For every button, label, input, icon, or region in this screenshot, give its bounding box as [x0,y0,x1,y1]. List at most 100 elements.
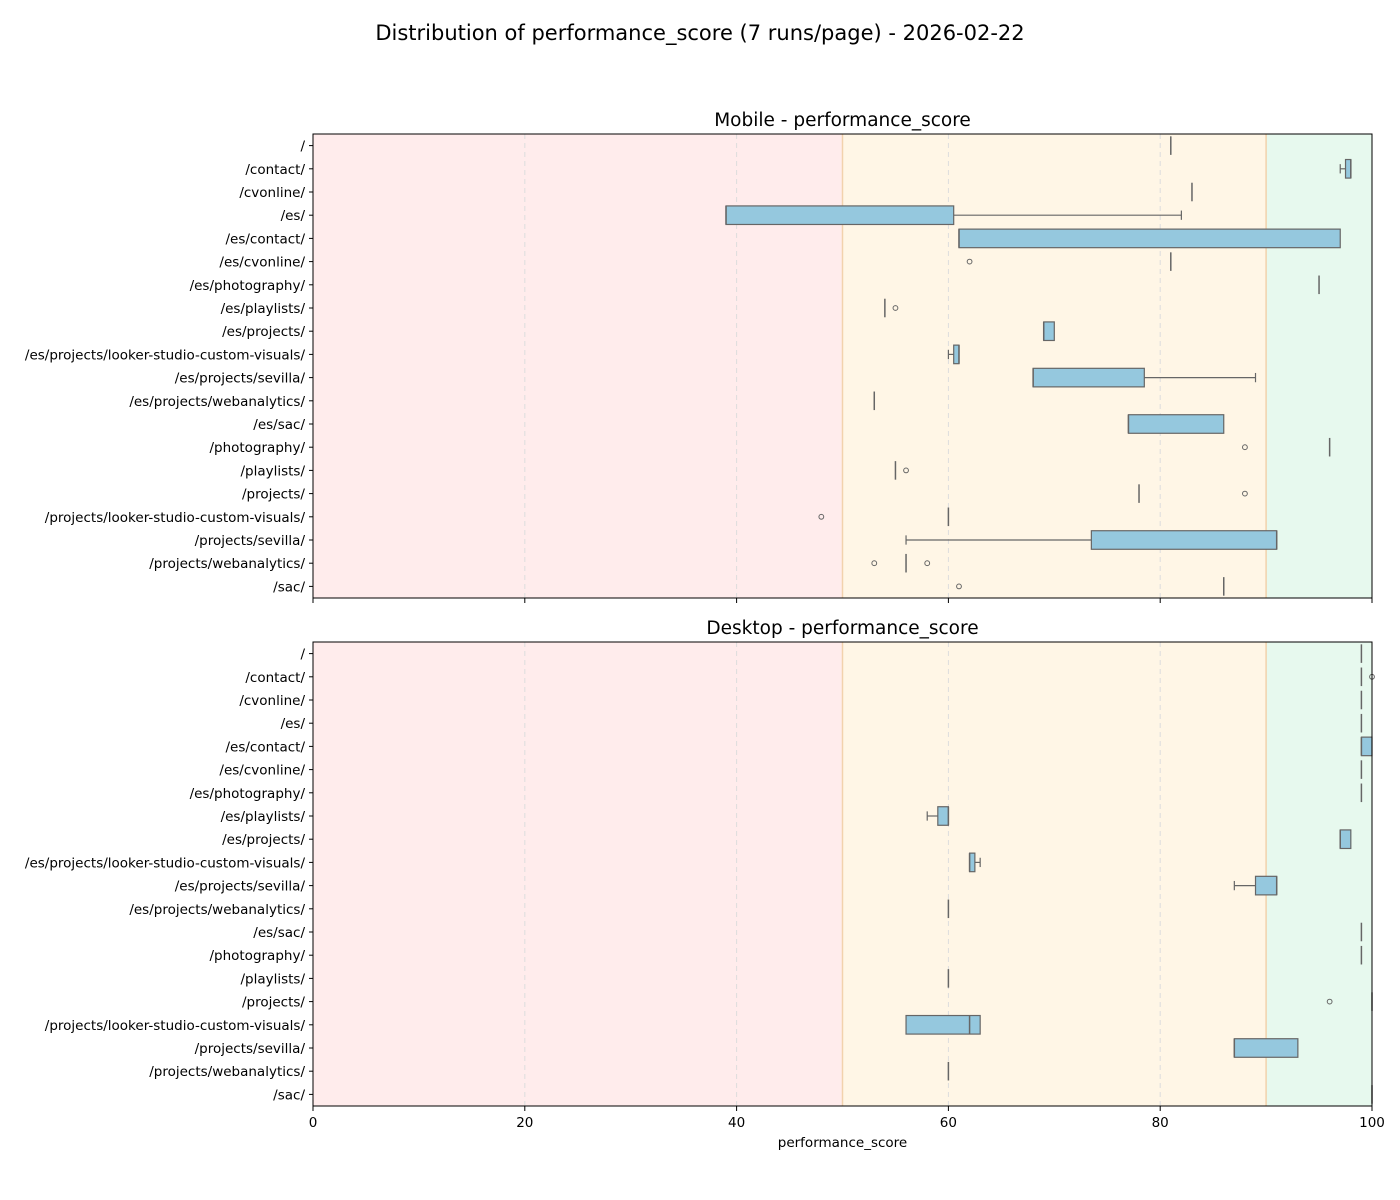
mobile-panel: / /contact/ /cvonline/ /es/ /es/contact/ /es/… [25,110,1373,603]
y-tick-label: /sac/ [273,579,305,595]
box-4 [1360,736,1373,757]
score-band [313,642,843,1106]
box-3 [725,205,1182,226]
outlier-point [1326,998,1333,1005]
iqr-box [1090,530,1278,550]
x-tick-label: 100 [1359,1115,1385,1131]
outlier-point [903,467,909,474]
y-tick-label: /es/projects/webanalytics/ [129,394,305,410]
y-tick-label: /es/projects/looker-studio-custom-visual… [25,347,306,363]
y-tick-label: /es/playlists/ [221,301,306,317]
box-17 [1233,1038,1299,1058]
iqr-box [1032,367,1145,388]
y-tick-label: /es/projects/ [222,324,305,340]
y-tick-label: /cvonline/ [239,185,305,201]
score-band [842,642,1267,1106]
box-1 [1339,158,1352,179]
iqr-box [968,852,976,873]
y-tick-label: /projects/looker-studio-custom-visuals/ [45,510,306,526]
score-band [1266,642,1372,1106]
iqr-box [725,205,955,226]
subplot-title: Desktop - performance_score [706,618,978,639]
y-tick-label: /es/projects/webanalytics/ [129,902,305,918]
iqr-box [958,228,1341,249]
iqr-box [953,344,960,365]
y-tick-label: /es/contact/ [225,231,305,247]
box-9 [968,852,981,873]
y-tick-label: /projects/ [242,487,305,503]
iqr-box [1043,321,1055,342]
x-tick-label: 0 [309,1115,318,1131]
y-tick-label: /photography/ [209,440,305,456]
y-tick-label: /playlists/ [240,971,305,987]
y-tick-label: /cvonline/ [239,693,305,709]
box-17 [905,530,1278,550]
iqr-box [1339,829,1352,850]
y-tick-label: /es/projects/ [222,832,305,848]
axes-frame [312,641,1373,1107]
y-tick-label: /projects/sevilla/ [195,533,306,549]
y-tick-label: /contact/ [245,162,305,178]
y-tick-label: /es/photography/ [190,786,306,802]
y-tick-label: /es/cvonline/ [219,255,305,271]
box-10 [1233,875,1278,896]
score-band [313,134,843,598]
y-tick-label: /playlists/ [240,463,305,479]
outlier-point [892,305,899,311]
y-tick-label: / [300,647,305,663]
desktop-panel: / /contact/ /cvonline/ /es/ /es/contact/ /es/… [25,618,1385,1151]
axes-frame [312,133,1373,599]
outlier-point [1242,490,1248,497]
iqr-box [937,806,949,826]
y-tick-label: /projects/webanalytics/ [149,1064,305,1080]
score-band [1266,134,1372,598]
outlier-point [966,258,973,265]
score-band [842,134,1267,598]
box-4 [958,228,1341,249]
box-14 [894,461,909,480]
y-tick-label: /es/sac/ [253,417,305,433]
y-tick-label: /contact/ [245,670,305,686]
y-tick-label: /es/contact/ [225,739,305,755]
iqr-box [1233,1038,1299,1058]
y-tick-label: /es/playlists/ [221,809,306,825]
outlier-point [956,583,962,590]
box-13 [1242,437,1331,457]
y-tick-label: /es/sac/ [253,925,305,941]
box-5 [966,252,1172,271]
y-tick-label: /projects/ [242,995,305,1011]
iqr-box [1127,414,1225,434]
box-19 [956,577,1225,596]
y-tick-label: /es/projects/sevilla/ [175,879,306,895]
outlier-point [818,513,825,520]
outlier-point [1242,444,1248,451]
y-tick-label: /es/projects/looker-studio-custom-visual… [25,855,306,871]
y-tick-label: /es/cvonline/ [219,763,305,779]
y-tick-label: /photography/ [209,948,305,964]
y-tick-label: /es/ [281,716,306,732]
iqr-box [1254,875,1278,896]
y-tick-label: /es/photography/ [190,278,306,294]
y-tick-label: /sac/ [273,1087,305,1103]
box-16 [905,1014,981,1035]
x-axis-label: performance_score [778,1135,907,1151]
box-18 [871,553,931,573]
iqr-box [1344,158,1352,179]
y-tick-label: /projects/looker-studio-custom-visuals/ [45,1018,306,1034]
box-10 [1032,367,1257,388]
subplot-title: Mobile - performance_score [714,110,971,131]
box-15 [1138,484,1248,503]
x-tick-label: 40 [728,1115,745,1131]
outlier-point [871,560,878,567]
box-7 [926,806,950,826]
x-tick-label: 20 [516,1115,533,1131]
box-7 [884,298,899,318]
y-tick-label: /es/ [281,208,306,224]
box-8 [1042,321,1055,342]
box-16 [818,507,950,527]
x-tick-label: 60 [940,1115,957,1131]
iqr-box [1360,736,1373,757]
y-tick-label: / [300,139,305,155]
box-9 [947,344,960,365]
